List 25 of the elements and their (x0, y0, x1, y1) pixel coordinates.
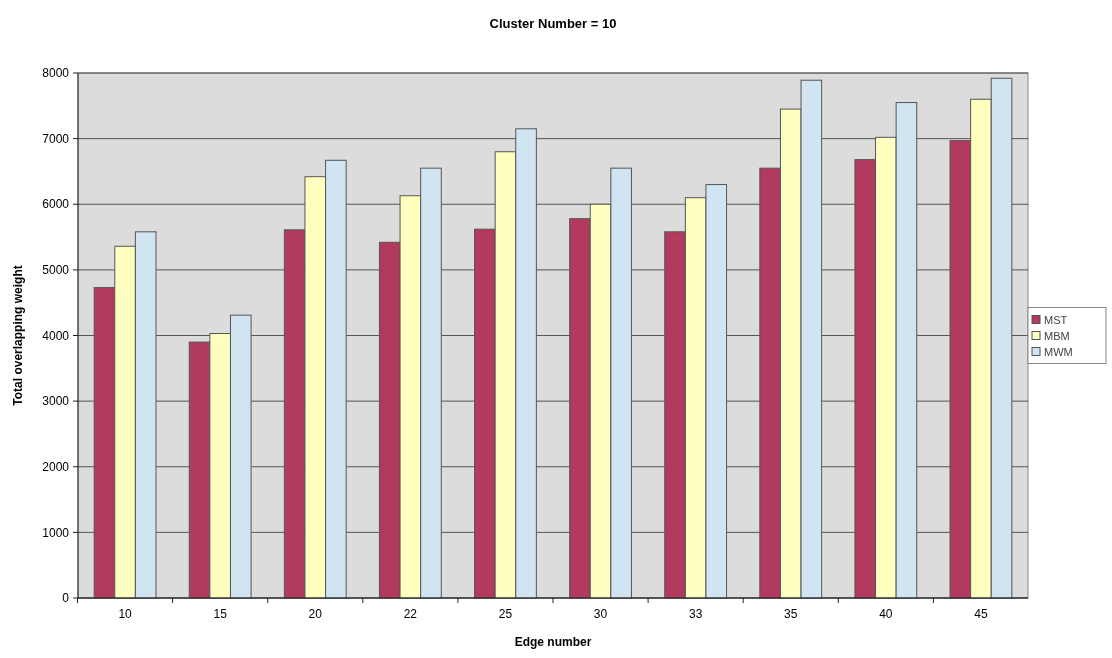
legend-label: MST (1044, 313, 1068, 326)
legend-label: MWM (1044, 345, 1073, 358)
y-tick-label: 4000 (42, 328, 70, 343)
x-axis-title: Edge number (514, 635, 592, 649)
legend-label: MBM (1044, 329, 1070, 342)
y-tick-label: 3000 (42, 394, 70, 409)
x-tick-label: 25 (498, 607, 513, 621)
x-tick-label: 35 (784, 607, 798, 621)
y-axis-title: Total overlapping weight (11, 265, 25, 406)
y-tick-label: 5000 (42, 263, 70, 278)
x-tick-label: 20 (308, 607, 323, 621)
x-tick-label: 45 (974, 607, 988, 621)
x-tick-label: 33 (688, 607, 703, 621)
x-tick-label: 22 (403, 607, 418, 621)
y-tick-label: 6000 (42, 197, 70, 212)
x-tick-label: 40 (879, 607, 893, 621)
y-tick-label: 2000 (42, 459, 70, 474)
y-tick-label: 7000 (42, 131, 70, 146)
x-tick-label: 30 (593, 607, 608, 621)
y-tick-label: 0 (62, 591, 70, 606)
x-tick-label: 15 (213, 607, 228, 621)
chart-title: Cluster Number = 10 (489, 16, 617, 31)
x-tick-label: 10 (118, 607, 133, 621)
y-tick-label: 8000 (42, 66, 70, 81)
y-tick-label: 1000 (42, 525, 70, 540)
